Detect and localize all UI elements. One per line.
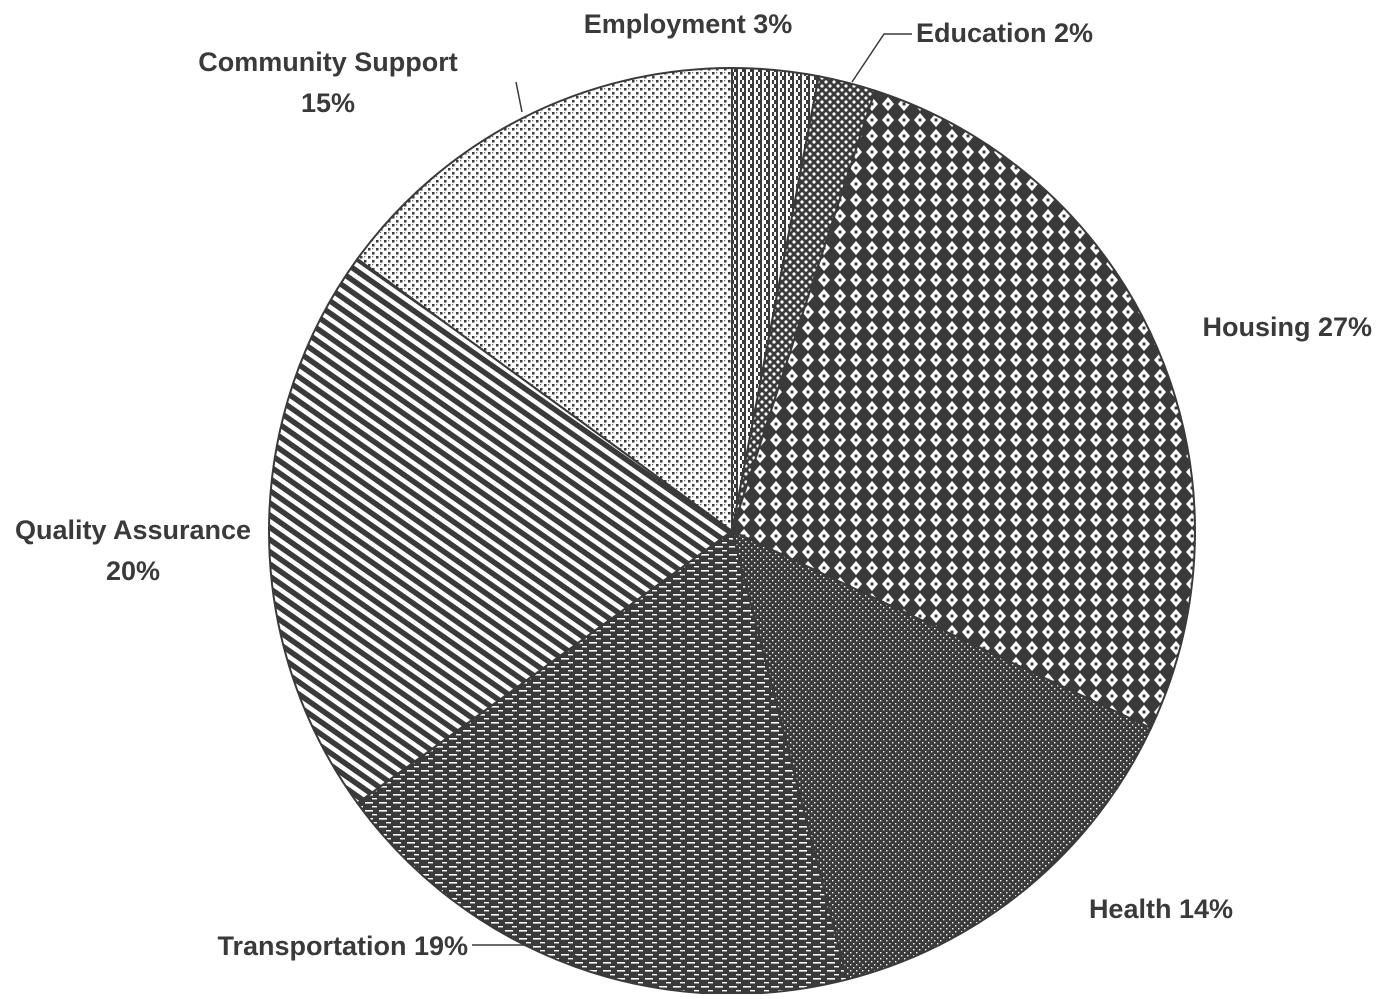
data-label-health: Health 14% [1089,894,1233,924]
leader-line-transportation [472,944,581,959]
pie-slice-quality-assurance [268,257,734,805]
data-label-community-support-percent: 15% [301,88,355,118]
leader-line-education [851,33,912,83]
data-labels: Employment 3% Education 2% Housing 27% Heal… [15,9,1372,961]
data-label-housing: Housing 27% [1202,312,1372,342]
leader-lines [472,33,912,959]
pie-slices [268,66,1196,995]
pie-slice-housing [730,89,1196,730]
data-label-employment: Employment 3% [584,9,793,39]
data-label-community-support-name: Community Support [198,47,457,77]
pie-slice-transportation [356,529,849,995]
data-label-education: Education 2% [916,18,1093,48]
data-label-transportation: Transportation 19% [217,931,468,961]
data-label-quality-assurance-name: Quality Assurance [15,515,251,545]
data-label-quality-assurance-percent: 20% [106,556,160,586]
leader-line-community-support [515,81,523,113]
pie-slice-community-support [356,66,733,533]
pie-slice-health [730,529,1153,981]
